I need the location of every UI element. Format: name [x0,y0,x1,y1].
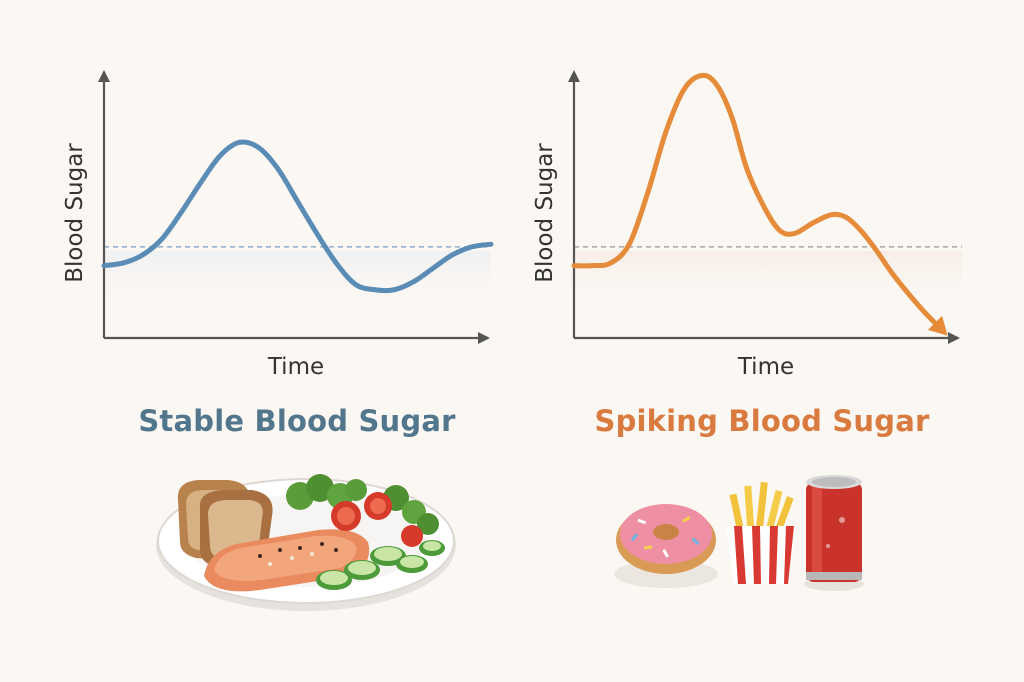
y-axis-arrow-icon [568,70,580,82]
x-axis-arrow-icon [948,332,960,344]
stable-chart: Blood Sugar Time [62,70,494,380]
x-axis-label: Time [267,354,324,380]
cucumber-icon [316,540,445,590]
stable-panel: Blood Sugar Time Stable Blood Sugar [62,70,494,611]
series-line [571,72,945,333]
x-axis-arrow-icon [478,332,490,344]
donut-icon [614,504,718,588]
series-line [101,139,494,294]
trend-arrow-icon [927,315,948,336]
stable-title: Stable Blood Sugar [138,404,456,438]
y-axis-arrow-icon [98,70,110,82]
x-axis-label: Time [737,354,794,380]
baseline-band [574,251,962,306]
tomato-icon [331,492,423,547]
fries-icon [726,481,796,584]
broccoli-icon [286,474,439,535]
spiking-panel: Blood Sugar Blood Sugar Time Spiking Blo… [512,0,1024,682]
spiking-chart: Blood Sugar Blood Sugar Time [532,70,962,380]
baseline-band [104,251,491,306]
y-axis-label-visible: Blood Sugar [532,143,558,283]
spiking-title: Spiking Blood Sugar [594,404,930,438]
spiking-food-illustration [614,475,864,591]
stable-food-illustration [156,474,456,611]
y-axis-label: Blood Sugar [62,143,88,283]
soda-can-icon [804,475,864,591]
